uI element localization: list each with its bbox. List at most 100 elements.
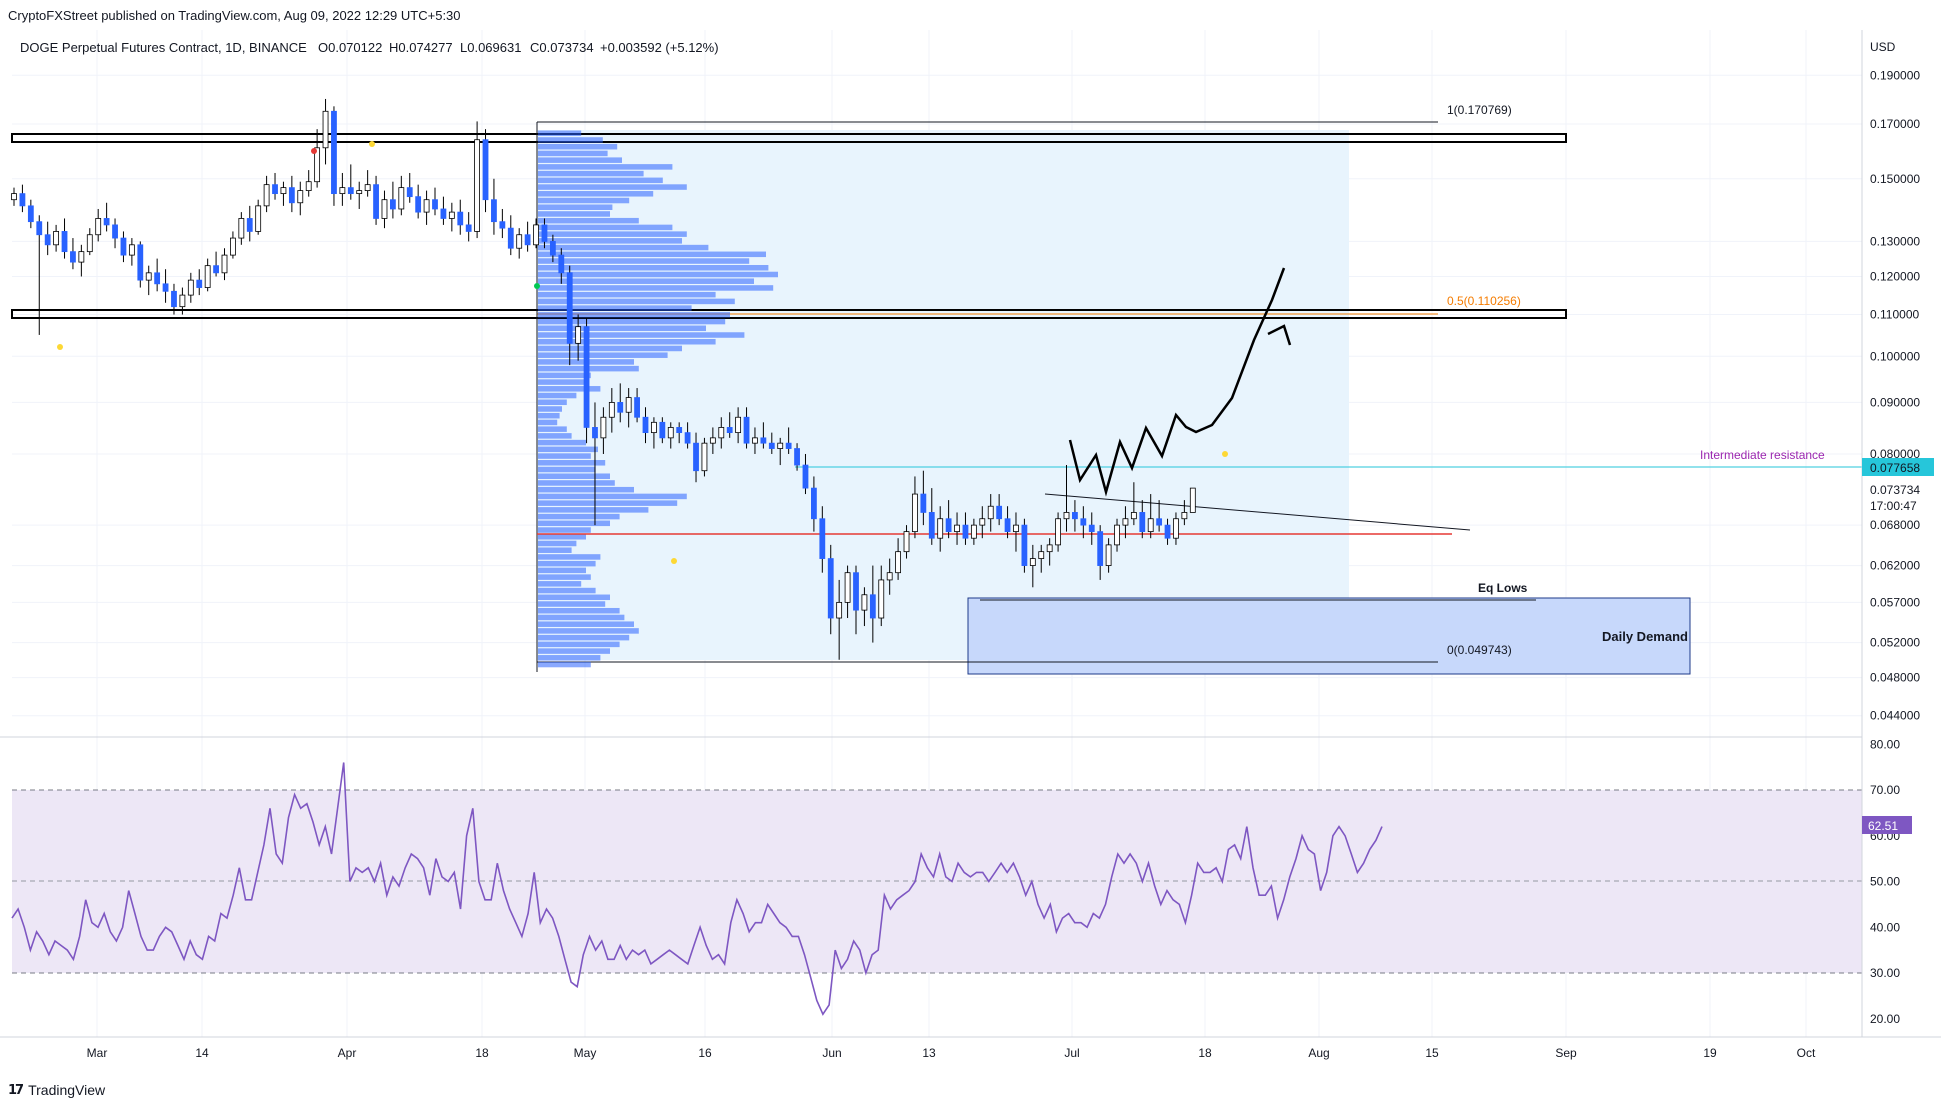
volume-profile-bar	[538, 332, 745, 338]
volume-profile-bar	[538, 473, 610, 479]
candle-body	[230, 237, 236, 256]
candle-body	[608, 402, 615, 418]
volume-profile	[538, 130, 778, 668]
candle-body	[516, 234, 523, 249]
volume-profile-bar	[538, 587, 596, 594]
ohlc-change: +0.003592 (+5.12%)	[600, 40, 719, 55]
candle-body	[1147, 518, 1154, 533]
rsi-value-text: 62.51	[1868, 819, 1898, 833]
volume-profile-bar	[538, 634, 630, 641]
candle-body	[389, 199, 396, 210]
candle-body	[1139, 512, 1146, 533]
candle-body	[760, 437, 767, 444]
candle-body	[27, 205, 34, 223]
volume-profile-bar	[538, 170, 644, 177]
volume-profile-bar	[538, 594, 610, 601]
candle-body	[1164, 524, 1171, 539]
candle-body	[1105, 544, 1112, 566]
candle-body	[735, 416, 742, 434]
volume-profile-bar	[538, 379, 586, 385]
volume-profile-bar	[538, 439, 586, 446]
volume-profile-bar	[538, 446, 598, 453]
price-tick-label: 0.052000	[1870, 636, 1920, 650]
candle-body	[667, 427, 674, 439]
volume-profile-bar	[538, 433, 572, 439]
candle-body	[752, 437, 758, 444]
candle-body	[339, 187, 346, 195]
time-tick-label: 18	[475, 1046, 489, 1060]
projection-arrow-icon	[1267, 324, 1292, 346]
volume-profile-bar	[538, 621, 634, 627]
fib-bottom-label: 0(0.049743)	[1447, 643, 1512, 657]
price-tick-label: 0.057000	[1870, 595, 1920, 609]
candle-body	[1021, 524, 1028, 566]
volume-profile-bar	[538, 466, 596, 473]
volume-profile-bar	[538, 513, 620, 520]
last-price-text: 0.073734	[1870, 483, 1920, 497]
price-tick-label: 0.110000	[1870, 308, 1919, 322]
candle-body	[962, 524, 969, 539]
candle-body	[1173, 518, 1179, 539]
volume-profile-bar	[538, 486, 634, 493]
price-tick-label: 0.120000	[1870, 269, 1920, 283]
volume-profile-bar	[538, 453, 591, 459]
candle-body	[1063, 512, 1070, 520]
candle-body	[448, 211, 455, 219]
candle-body	[1029, 558, 1036, 566]
candle-body	[1181, 512, 1188, 520]
candle-body	[617, 402, 624, 413]
published-header: CryptoFXStreet published on TradingView.…	[8, 8, 461, 23]
volume-profile-bar	[538, 419, 558, 426]
volume-profile-bar	[538, 244, 709, 251]
candle-body	[288, 187, 295, 204]
candle-body	[583, 326, 590, 428]
eq-lows-label: Eq Lows	[1478, 581, 1528, 595]
volume-profile-bar	[538, 271, 778, 278]
candle-body	[726, 427, 733, 434]
candle-body	[61, 231, 68, 253]
candle-body	[524, 234, 531, 246]
rsi-tick-label: 50.00	[1870, 875, 1900, 889]
volume-profile-bar	[538, 628, 639, 634]
candle-body	[179, 294, 186, 308]
tradingview-logo-icon: 17	[8, 1082, 24, 1098]
axis-unit: USD	[1870, 40, 1896, 54]
candle-body	[920, 493, 927, 513]
candle-body	[1088, 524, 1095, 533]
supply-band-top	[11, 133, 1567, 143]
candle-body	[684, 432, 691, 444]
volume-profile-bar	[538, 312, 730, 318]
ohlc-close: C0.073734	[530, 40, 594, 55]
volume-profile-bar	[538, 547, 572, 553]
volume-profile-bar	[538, 238, 682, 244]
candle-body	[853, 572, 859, 611]
candle-body	[465, 224, 472, 232]
ohlc-high: H0.074277	[389, 40, 453, 55]
candle-body	[246, 218, 253, 232]
projection-path	[1068, 267, 1286, 497]
time-tick-label: Jul	[1064, 1046, 1079, 1060]
candle-body	[120, 237, 127, 256]
tradingview-logo[interactable]: 17 TradingView	[8, 1082, 105, 1098]
volume-profile-bar	[538, 298, 735, 305]
volume-profile-bar	[538, 661, 591, 668]
candle-body	[356, 190, 363, 195]
volume-profile-bar	[538, 204, 613, 210]
candle-body	[811, 487, 817, 520]
candle-body	[19, 193, 26, 207]
candle-body	[415, 196, 422, 213]
price-tick-label: 0.150000	[1870, 172, 1920, 186]
volume-profile-bar	[538, 655, 601, 661]
rsi-line	[11, 762, 1383, 1016]
volume-profile-bar	[538, 224, 673, 231]
candle-body	[785, 442, 792, 449]
candle-body	[1072, 512, 1078, 520]
candle-body	[1013, 524, 1019, 533]
candle-body	[928, 512, 935, 539]
volume-profile-bar	[538, 560, 596, 567]
candle-body	[954, 524, 960, 533]
price-tick-label: 0.068000	[1870, 518, 1920, 532]
candle-body	[187, 279, 194, 296]
